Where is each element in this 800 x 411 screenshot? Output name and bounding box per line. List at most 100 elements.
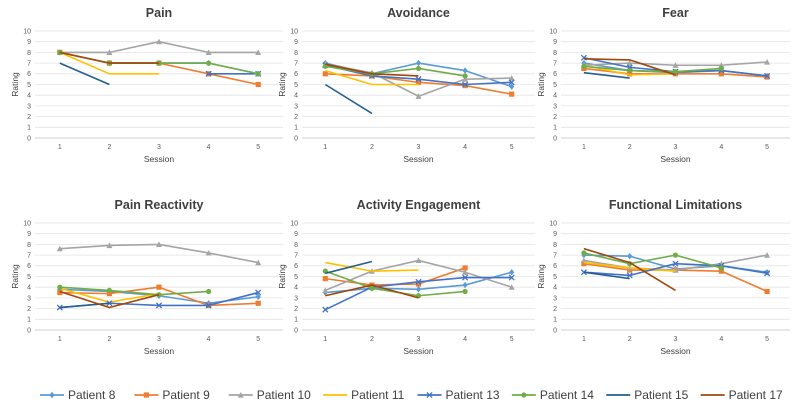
- x-tick-label: 1: [58, 336, 62, 343]
- y-tick-label: 0: [27, 135, 31, 142]
- y-axis-label: Rating: [277, 72, 287, 97]
- y-axis-label: Rating: [277, 264, 287, 289]
- data-point: [672, 252, 679, 258]
- y-tick-label: 0: [553, 327, 557, 334]
- series-patient-11: [59, 287, 160, 303]
- data-point: [462, 274, 469, 281]
- x-tick-label: 4: [463, 336, 467, 343]
- series-line: [325, 260, 373, 275]
- data-point: [509, 83, 515, 90]
- data-point: [255, 293, 261, 301]
- y-tick-label: 5: [553, 274, 557, 281]
- x-tick-label: 3: [417, 144, 421, 151]
- x-tick-label: 1: [582, 336, 586, 343]
- chart-title: Activity Engagement: [357, 198, 481, 212]
- series-patient-15: [325, 260, 373, 275]
- x-tick-label: 2: [107, 336, 111, 343]
- series-patient-17: [325, 284, 419, 299]
- y-tick-label: 5: [553, 82, 557, 89]
- y-tick-label: 3: [553, 103, 557, 110]
- series-line: [583, 271, 630, 280]
- series-line: [59, 302, 110, 309]
- series-line: [325, 63, 419, 77]
- x-axis-label: Session: [660, 346, 691, 356]
- y-tick-label: 9: [27, 231, 31, 238]
- x-axis-label: Session: [403, 346, 434, 356]
- data-point: [255, 300, 261, 306]
- y-tick-label: 1: [294, 317, 298, 324]
- series-line: [583, 58, 676, 76]
- series-line: [59, 51, 259, 86]
- data-point: [462, 82, 468, 89]
- x-tick-label: 1: [323, 144, 327, 151]
- y-tick-label: 7: [27, 61, 31, 68]
- chart-pain-reactivity: Pain Reactivity 0 1 2 3 4 5 6 7 8 9 10 1 2 3 4 5 Session R…: [10, 198, 283, 356]
- y-tick-label: 8: [553, 242, 557, 249]
- data-point: [580, 257, 587, 264]
- legend-marker: [426, 391, 433, 399]
- data-point: [415, 278, 422, 285]
- chart-title: Functional Limitations: [609, 198, 742, 212]
- data-point: [462, 76, 469, 82]
- data-point: [718, 71, 724, 77]
- data-point: [764, 288, 770, 295]
- y-tick-label: 5: [27, 82, 31, 89]
- series-line: [59, 290, 160, 309]
- data-point: [462, 288, 468, 295]
- data-point: [106, 287, 112, 294]
- y-tick-label: 2: [294, 114, 298, 121]
- y-tick-label: 6: [294, 71, 298, 78]
- series-patient-11: [59, 51, 159, 75]
- legend-label: Patient 13: [446, 388, 500, 402]
- y-tick-label: 9: [294, 231, 298, 238]
- y-tick-label: 5: [27, 274, 31, 281]
- y-tick-label: 1: [553, 317, 557, 324]
- series-line: [325, 65, 466, 77]
- y-tick-label: 7: [294, 61, 298, 68]
- data-point: [626, 272, 633, 279]
- y-tick-label: 0: [294, 135, 298, 142]
- data-point: [764, 270, 771, 277]
- y-axis-label: Rating: [536, 264, 546, 289]
- series-patient-17: [583, 247, 676, 292]
- data-point: [415, 65, 422, 72]
- data-point: [672, 69, 679, 75]
- series-patient-14: [581, 63, 724, 75]
- x-tick-label: 4: [719, 144, 723, 151]
- y-tick-label: 10: [290, 220, 298, 227]
- y-tick-label: 8: [294, 50, 298, 57]
- data-point: [764, 72, 771, 79]
- data-point: [369, 285, 375, 291]
- y-tick-label: 2: [27, 114, 31, 121]
- x-tick-label: 5: [765, 144, 769, 151]
- series-patient-15: [583, 271, 630, 280]
- legend-item-patient-11: Patient 11: [323, 388, 405, 402]
- data-point: [415, 286, 422, 293]
- data-point: [57, 284, 63, 290]
- x-tick-label: 4: [207, 144, 211, 151]
- series-line: [583, 71, 630, 79]
- y-tick-label: 10: [290, 28, 298, 35]
- data-point: [255, 81, 261, 88]
- y-tick-label: 4: [553, 93, 557, 100]
- series-patient-14: [322, 268, 468, 299]
- series-line: [59, 51, 159, 64]
- x-tick-label: 2: [628, 144, 632, 151]
- legend-label: Patient 8: [68, 388, 116, 402]
- legend-item-patient-15: Patient 15: [606, 388, 689, 402]
- data-point: [626, 60, 633, 66]
- legend-label: Patient 14: [540, 388, 594, 402]
- data-point: [255, 71, 261, 77]
- y-tick-label: 2: [294, 306, 298, 313]
- data-point: [155, 302, 163, 309]
- data-point: [206, 288, 212, 295]
- legend-label: Patient 15: [634, 388, 688, 402]
- legend-label: Patient 9: [162, 388, 210, 402]
- series-line: [59, 287, 160, 303]
- series-line: [325, 284, 419, 299]
- y-tick-label: 9: [553, 39, 557, 46]
- y-tick-label: 6: [27, 71, 31, 78]
- y-tick-label: 0: [27, 327, 31, 334]
- legend-marker: [521, 392, 527, 398]
